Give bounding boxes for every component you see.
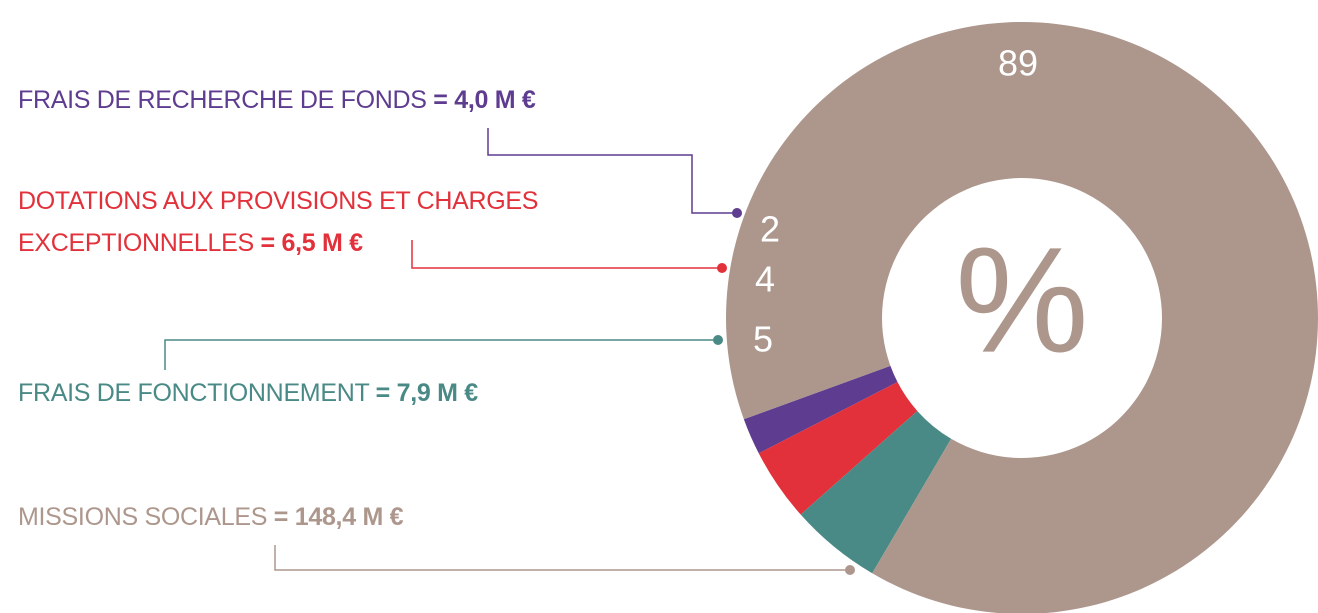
leader-dot <box>717 263 727 273</box>
legend-amount: = 6,5 M € <box>260 229 364 257</box>
leader-line <box>274 545 850 571</box>
slice-label: 5 <box>753 319 773 360</box>
leader-dot <box>845 565 855 575</box>
leader-dot <box>732 208 742 218</box>
legend-name: FRAIS DE RECHERCHE DE FONDS <box>18 86 427 114</box>
leader-lines <box>164 128 850 571</box>
leader-line <box>164 339 718 370</box>
slice-label: 89 <box>998 43 1038 84</box>
center-label: % <box>955 216 1088 384</box>
legend-amount: = 4,0 M € <box>433 86 536 114</box>
legend-label: FRAIS DE FONCTIONNEMENT = 7,9 M € <box>18 372 718 414</box>
donut <box>726 22 1318 613</box>
slice <box>726 22 1318 613</box>
legend-name: FRAIS DE FONCTIONNEMENT <box>18 379 369 407</box>
legend-amount: = 7,9 M € <box>375 379 479 407</box>
slice <box>758 381 918 515</box>
legend-label: FRAIS DE RECHERCHE DE FONDS = 4,0 M € <box>18 79 718 121</box>
leader-dot <box>713 335 723 345</box>
leader-line <box>411 240 722 269</box>
legend-amount: = 148,4 M € <box>273 503 404 531</box>
legend-name: MISSIONS SOCIALES <box>18 503 268 531</box>
legend-label: DOTATIONS AUX PROVISIONS ET CHARGES EXCE… <box>18 180 593 264</box>
legend-name: DOTATIONS AUX PROVISIONS ET CHARGES EXCE… <box>18 187 539 257</box>
slice <box>743 365 898 454</box>
leader-line <box>487 128 737 214</box>
slice-label: 2 <box>760 209 780 250</box>
slice <box>800 410 952 574</box>
legend-label: MISSIONS SOCIALES = 148,4 M € <box>18 496 718 538</box>
slice-label: 4 <box>755 259 775 300</box>
